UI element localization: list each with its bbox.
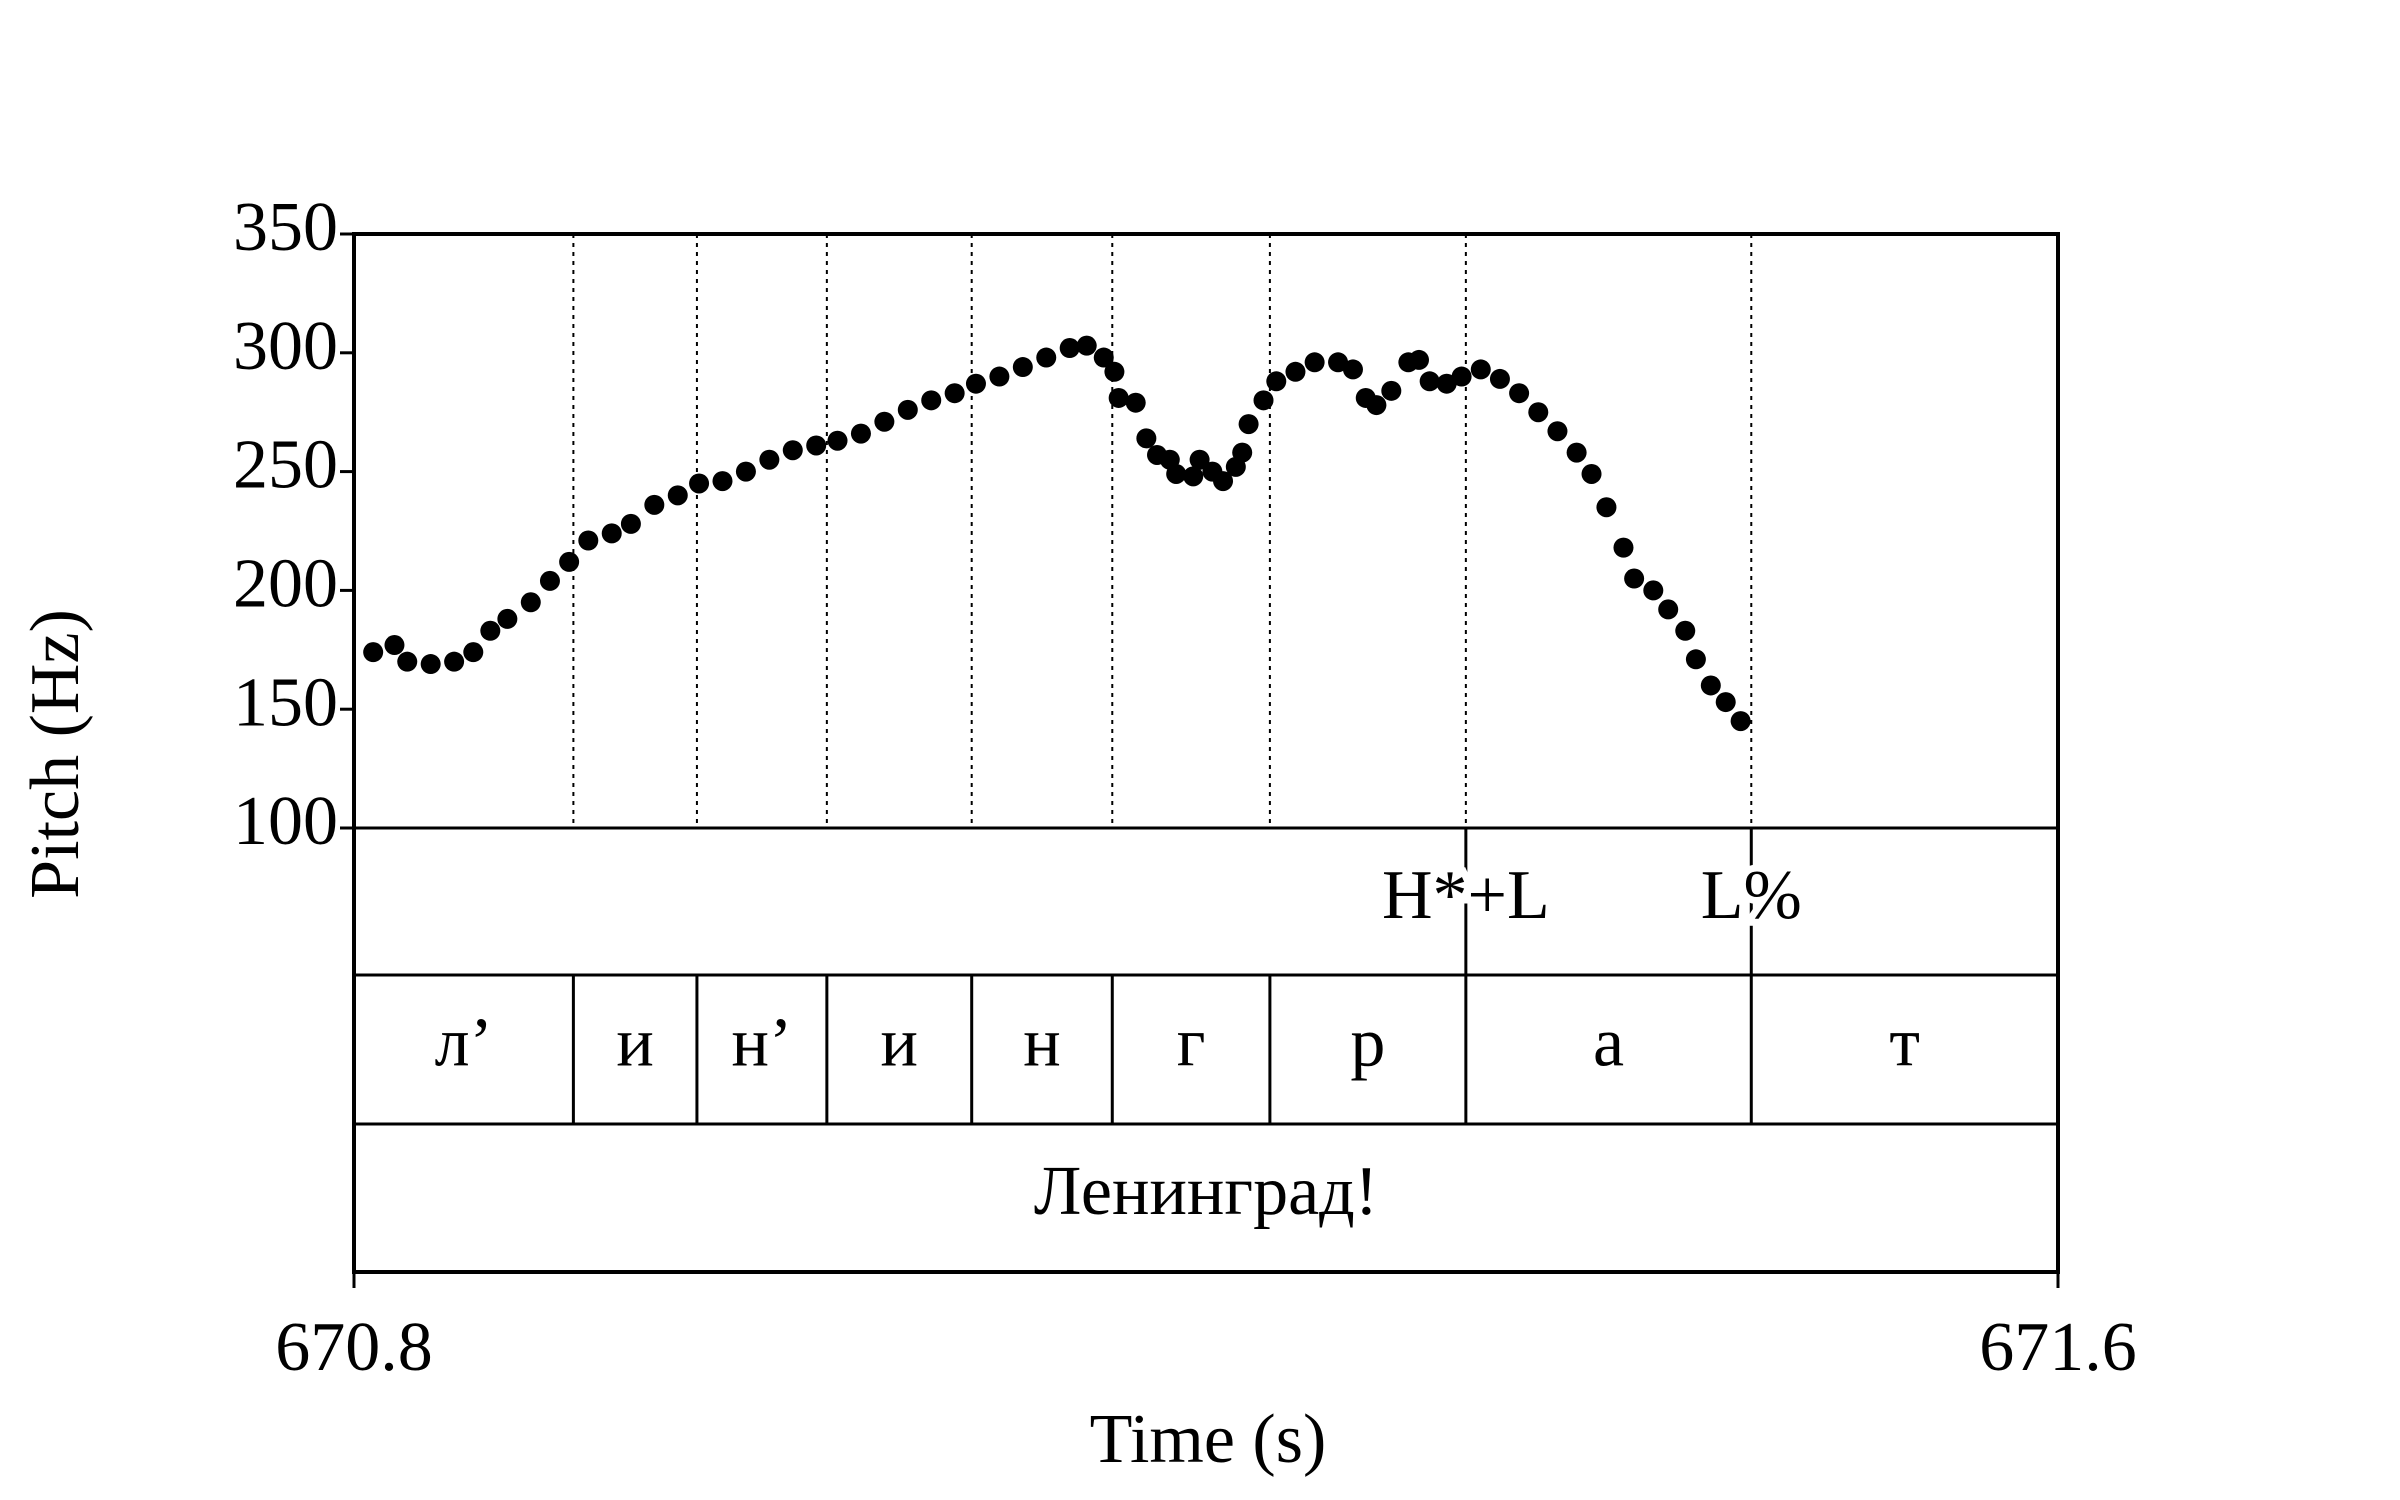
pitch-point <box>620 513 641 534</box>
pitch-point <box>397 651 418 672</box>
pitch-point <box>1451 366 1472 387</box>
segment-label: т <box>1889 1005 1920 1082</box>
pitch-point <box>1183 466 1204 487</box>
pitch-point <box>1613 537 1634 558</box>
pitch-point <box>1700 675 1721 696</box>
pitch-point <box>463 642 484 663</box>
pitch-point <box>1036 347 1057 368</box>
pitch-point <box>1730 711 1751 732</box>
pitch-point <box>1213 471 1234 492</box>
pitch-point <box>1685 649 1706 670</box>
word-label: Ленинград! <box>1034 1153 1378 1230</box>
pitch-point <box>1596 497 1617 518</box>
y-axis-label: Pitch (Hz) <box>17 609 94 899</box>
y-tick-label: 200 <box>233 545 338 622</box>
pitch-point <box>384 635 405 656</box>
pitch-point <box>480 620 501 641</box>
pitch-point <box>874 411 895 432</box>
pitch-point <box>782 440 803 461</box>
pitch-point <box>806 435 827 456</box>
pitch-point <box>921 390 942 411</box>
pitch-point <box>1409 349 1429 370</box>
pitch-point <box>667 485 688 506</box>
pitch-point <box>1328 352 1349 373</box>
pitch-point <box>1675 620 1696 641</box>
segment-label: р <box>1350 1005 1385 1082</box>
pitch-point <box>989 366 1010 387</box>
pitch-point <box>1715 692 1736 713</box>
y-tick-label: 150 <box>233 664 338 741</box>
plot-frame <box>352 232 2060 1274</box>
pitch-point <box>497 608 518 629</box>
pitch-point <box>1643 580 1664 601</box>
pitch-point <box>735 461 756 482</box>
pitch-point <box>1509 383 1530 404</box>
segment-label: л’ <box>435 1005 493 1082</box>
pitch-point <box>1108 387 1129 408</box>
pitch-point <box>850 423 871 444</box>
pitch-point <box>1304 352 1325 373</box>
segment-label: г <box>1177 1005 1206 1082</box>
pitch-point <box>601 523 622 544</box>
pitch-point <box>1238 414 1259 435</box>
pitch-point <box>1489 368 1510 389</box>
pitch-point <box>1093 347 1114 368</box>
x-axis-label: Time (s) <box>1090 1401 1327 1478</box>
x-tick-label: 670.8 <box>275 1309 433 1386</box>
pitch-point <box>944 383 965 404</box>
pitch-point <box>1189 449 1210 470</box>
pitch-point <box>1566 442 1587 463</box>
pitch-point <box>689 473 710 494</box>
pitch-point <box>444 651 465 672</box>
pitch-point <box>712 471 733 492</box>
pitch-point <box>1059 338 1080 359</box>
y-tick-label: 300 <box>233 308 338 385</box>
tone-label: H*+L <box>1382 857 1550 934</box>
pitch-point <box>559 551 580 572</box>
pitch-point <box>759 449 780 470</box>
segment-label: и <box>616 1005 653 1082</box>
pitch-point <box>1253 390 1274 411</box>
pitch-point <box>1232 442 1253 463</box>
pitch-point <box>827 430 848 451</box>
pitch-point <box>520 592 541 613</box>
pitch-point <box>539 570 560 591</box>
pitch-point <box>644 494 665 515</box>
tone-label: L% <box>1701 857 1802 934</box>
pitch-point <box>897 399 918 420</box>
segment-label: н’ <box>732 1005 793 1082</box>
pitch-point <box>1104 361 1125 382</box>
y-tick-label: 350 <box>233 189 338 266</box>
pitch-point <box>1436 373 1457 394</box>
pitch-point <box>1658 599 1679 620</box>
pitch-point <box>1547 421 1568 442</box>
pitch-point <box>1342 359 1363 380</box>
pitch-point <box>1076 335 1097 356</box>
pitch-point <box>1366 395 1387 416</box>
pitch-point <box>1624 568 1645 589</box>
pitch-point <box>1581 463 1602 484</box>
pitch-point <box>1528 402 1549 423</box>
pitch-point <box>363 642 384 663</box>
pitch-point <box>1266 371 1287 392</box>
pitch-point <box>1136 428 1157 449</box>
pitch-point <box>1470 359 1491 380</box>
segment-label: и <box>881 1005 918 1082</box>
pitch-point <box>420 654 441 675</box>
x-tick-label: 671.6 <box>1979 1309 2137 1386</box>
pitch-point <box>1166 463 1187 484</box>
y-tick-label: 100 <box>233 783 338 860</box>
pitch-point <box>1285 361 1306 382</box>
pitch-point <box>1419 371 1440 392</box>
pitch-point <box>965 373 986 394</box>
segment-label: а <box>1593 1005 1624 1082</box>
segment-label: н <box>1023 1005 1060 1082</box>
pitch-point <box>1125 392 1146 413</box>
y-tick-label: 250 <box>233 427 338 504</box>
pitch-point <box>578 530 599 551</box>
pitch-point <box>1012 357 1033 378</box>
pitch-point <box>1381 380 1402 401</box>
